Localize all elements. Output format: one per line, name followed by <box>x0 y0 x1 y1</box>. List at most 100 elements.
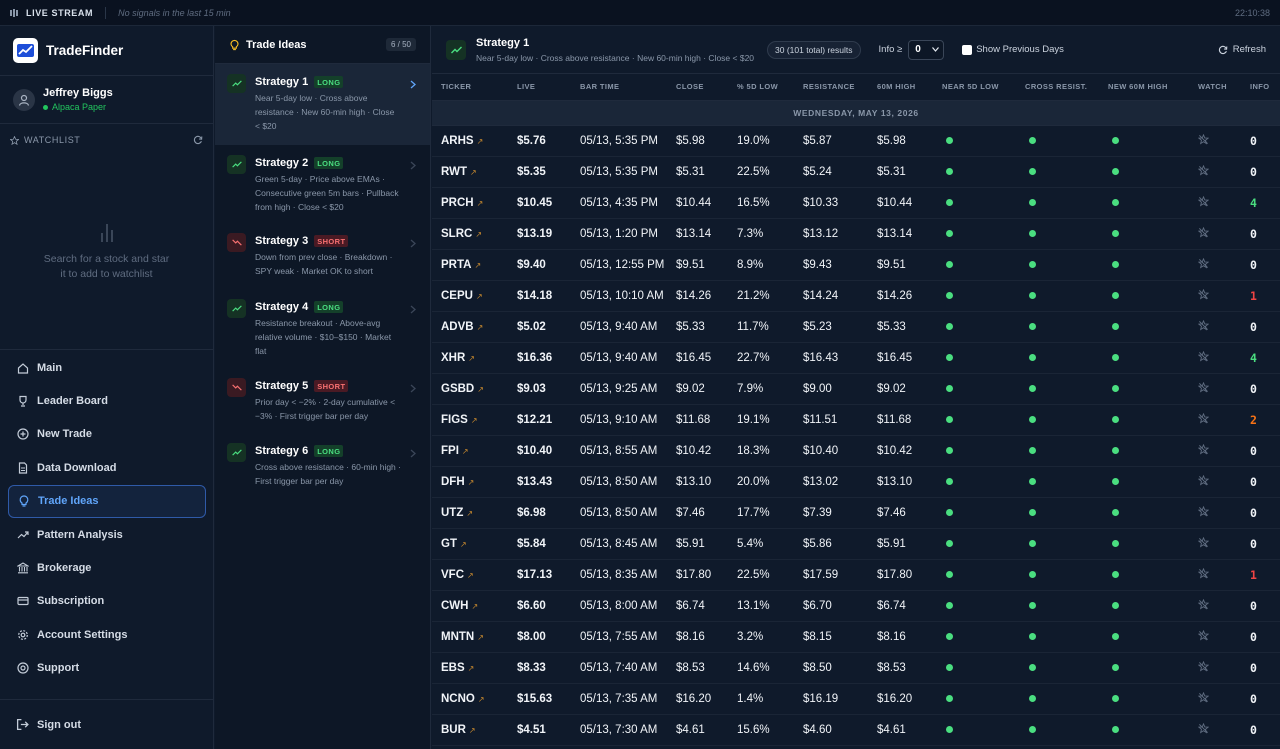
ticker-symbol[interactable]: MNTN <box>441 630 475 643</box>
external-link-icon[interactable]: ↗ <box>471 601 479 611</box>
ticker-symbol[interactable]: BUR <box>441 723 466 736</box>
table-row[interactable]: SLRC ↗ $13.19 05/13, 1:20 PM $13.14 7.3% $13.1… <box>432 218 1280 250</box>
show-previous-days-checkbox[interactable] <box>962 44 973 55</box>
ticker-symbol[interactable]: PRTA <box>441 258 472 271</box>
table-row[interactable]: GSBD ↗ $9.03 05/13, 9:25 AM $9.02 7.9% $9.00 $9… <box>432 373 1280 405</box>
ticker-symbol[interactable]: CEPU <box>441 289 473 302</box>
ticker-symbol[interactable]: FPI <box>441 444 459 457</box>
ticker-cell[interactable]: GT ↗ <box>432 528 508 560</box>
ticker-symbol[interactable]: ADVB <box>441 320 474 333</box>
column-header[interactable]: LIVE <box>508 74 571 101</box>
external-link-icon[interactable]: ↗ <box>461 446 469 456</box>
nav-item-new-trade[interactable]: New Trade <box>0 418 214 451</box>
table-row[interactable]: GT ↗ $5.84 05/13, 8:45 AM $5.91 5.4% $5.86 $5.9… <box>432 528 1280 560</box>
external-link-icon[interactable]: ↗ <box>459 539 467 549</box>
external-link-icon[interactable]: ↗ <box>470 415 478 425</box>
external-link-icon[interactable]: ↗ <box>469 167 477 177</box>
external-link-icon[interactable]: ↗ <box>467 663 475 673</box>
nav-item-trade-ideas[interactable]: Trade Ideas <box>8 484 206 518</box>
table-row[interactable]: PRTA ↗ $9.40 05/13, 12:55 PM $9.51 8.9% $9.43 $… <box>432 249 1280 281</box>
nav-item-leader-board[interactable]: Leader Board <box>0 384 214 417</box>
info-filter-select[interactable]: 0 <box>908 39 945 60</box>
ticker-cell[interactable]: ARHS ↗ <box>432 125 508 157</box>
strategy-item[interactable]: Strategy 4 LONG Resistance breakout · Abov… <box>215 289 430 368</box>
ticker-cell[interactable]: EBS ↗ <box>432 652 508 684</box>
column-header[interactable]: INFO <box>1241 74 1280 101</box>
table-row[interactable]: FPI ↗ $10.40 05/13, 8:55 AM $10.42 18.3% $10.4… <box>432 435 1280 467</box>
ticker-cell[interactable]: XHR ↗ <box>432 342 508 374</box>
external-link-icon[interactable]: ↗ <box>477 384 484 394</box>
table-row[interactable]: ADVB ↗ $5.02 05/13, 9:40 AM $5.33 11.7% $5.23 $… <box>432 311 1280 343</box>
star-off-icon[interactable] <box>1197 226 1210 241</box>
ticker-cell[interactable]: VFC ↗ <box>432 559 508 591</box>
star-off-icon[interactable] <box>1197 567 1210 582</box>
external-link-icon[interactable]: ↗ <box>468 353 475 363</box>
ticker-symbol[interactable]: RWT <box>441 165 467 178</box>
star-off-icon[interactable] <box>1197 598 1210 613</box>
ticker-symbol[interactable]: CWH <box>441 599 469 612</box>
nav-item-brokerage[interactable]: Brokerage <box>0 551 214 584</box>
strategy-item[interactable]: Strategy 1 LONG Near 5-day low · Cross abo… <box>215 64 430 145</box>
ticker-cell[interactable]: FPI ↗ <box>432 435 508 467</box>
ticker-symbol[interactable]: DFH <box>441 475 465 488</box>
ticker-symbol[interactable]: SLRC <box>441 227 473 240</box>
table-row[interactable]: FIGS ↗ $12.21 05/13, 9:10 AM $11.68 19.1% $11.… <box>432 404 1280 436</box>
user-profile[interactable]: Jeffrey Biggs Alpaca Paper <box>0 76 213 124</box>
column-header[interactable]: BAR TIME <box>571 74 667 101</box>
table-row[interactable]: MNTN ↗ $8.00 05/13, 7:55 AM $8.16 3.2% $8.15 $8… <box>432 621 1280 653</box>
ticker-symbol[interactable]: UTZ <box>441 506 464 519</box>
star-off-icon[interactable] <box>1197 660 1210 675</box>
ticker-cell[interactable]: ADVB ↗ <box>432 311 508 343</box>
brand[interactable]: TradeFinder <box>0 26 213 76</box>
star-off-icon[interactable] <box>1197 505 1210 520</box>
ticker-cell[interactable]: DFH ↗ <box>432 466 508 498</box>
external-link-icon[interactable]: ↗ <box>474 260 482 270</box>
nav-item-data-download[interactable]: Data Download <box>0 451 214 484</box>
external-link-icon[interactable]: ↗ <box>468 725 476 735</box>
column-header[interactable]: NEW 60M HIGH <box>1099 74 1189 101</box>
external-link-icon[interactable]: ↗ <box>477 694 485 704</box>
ticker-cell[interactable]: SLRC ↗ <box>432 218 508 250</box>
table-row[interactable]: BUR ↗ $4.51 05/13, 7:30 AM $4.61 15.6% $4.60 $4… <box>432 714 1280 746</box>
star-off-icon[interactable] <box>1197 350 1210 365</box>
table-row[interactable]: DFH ↗ $13.43 05/13, 8:50 AM $13.10 20.0% $13.0… <box>432 466 1280 498</box>
column-header[interactable]: 60M HIGH <box>868 74 933 101</box>
star-off-icon[interactable] <box>1197 629 1210 644</box>
table-row[interactable]: CEPU ↗ $14.18 05/13, 10:10 AM $14.26 21.2% $14… <box>432 280 1280 312</box>
column-header[interactable]: TICKER <box>432 74 508 101</box>
external-link-icon[interactable]: ↗ <box>477 632 484 642</box>
ticker-symbol[interactable]: ARHS <box>441 134 474 147</box>
ticker-symbol[interactable]: GT <box>441 537 457 550</box>
watchlist-refresh-icon[interactable] <box>193 135 203 145</box>
star-off-icon[interactable] <box>1197 443 1210 458</box>
nav-item-subscription[interactable]: Subscription <box>0 585 214 618</box>
column-header[interactable]: % 5D LOW <box>728 74 794 101</box>
table-row[interactable]: XHR ↗ $16.36 05/13, 9:40 AM $16.45 22.7% $16.4… <box>432 342 1280 374</box>
ticker-cell[interactable]: PRCH ↗ <box>432 187 508 219</box>
ticker-cell[interactable]: RWT ↗ <box>432 156 508 188</box>
column-header[interactable]: WATCH <box>1189 74 1241 101</box>
ticker-cell[interactable]: CWH ↗ <box>432 590 508 622</box>
table-row[interactable]: PRCH ↗ $10.45 05/13, 4:35 PM $10.44 16.5% $10.… <box>432 187 1280 219</box>
ticker-symbol[interactable]: XHR <box>441 351 466 364</box>
ticker-cell[interactable]: UTZ ↗ <box>432 497 508 529</box>
ticker-cell[interactable]: FIGS ↗ <box>432 404 508 436</box>
ticker-symbol[interactable]: GSBD <box>441 382 475 395</box>
star-off-icon[interactable] <box>1197 164 1210 179</box>
star-off-icon[interactable] <box>1197 412 1210 427</box>
ticker-cell[interactable]: GSBD ↗ <box>432 373 508 405</box>
star-off-icon[interactable] <box>1197 474 1210 489</box>
column-header[interactable]: RESISTANCE <box>794 74 868 101</box>
star-off-icon[interactable] <box>1197 257 1210 272</box>
ticker-symbol[interactable]: FIGS <box>441 413 468 426</box>
star-off-icon[interactable] <box>1197 536 1210 551</box>
strategy-item[interactable]: Strategy 3 SHORT Down from prev close · Br… <box>215 223 430 289</box>
strategy-item[interactable]: Strategy 6 LONG Cross above resistance · 6… <box>215 433 430 493</box>
external-link-icon[interactable]: ↗ <box>475 291 483 301</box>
star-off-icon[interactable] <box>1197 133 1210 148</box>
column-header[interactable]: CLOSE <box>667 74 728 101</box>
table-row[interactable]: RWT ↗ $5.35 05/13, 5:35 PM $5.31 22.5% $5.24 $5… <box>432 156 1280 188</box>
column-header[interactable]: NEAR 5D LOW <box>933 74 1016 101</box>
sign-out-button[interactable]: Sign out <box>0 699 214 749</box>
strategy-item[interactable]: Strategy 5 SHORT Prior day < −2% · 2-day c… <box>215 368 430 433</box>
